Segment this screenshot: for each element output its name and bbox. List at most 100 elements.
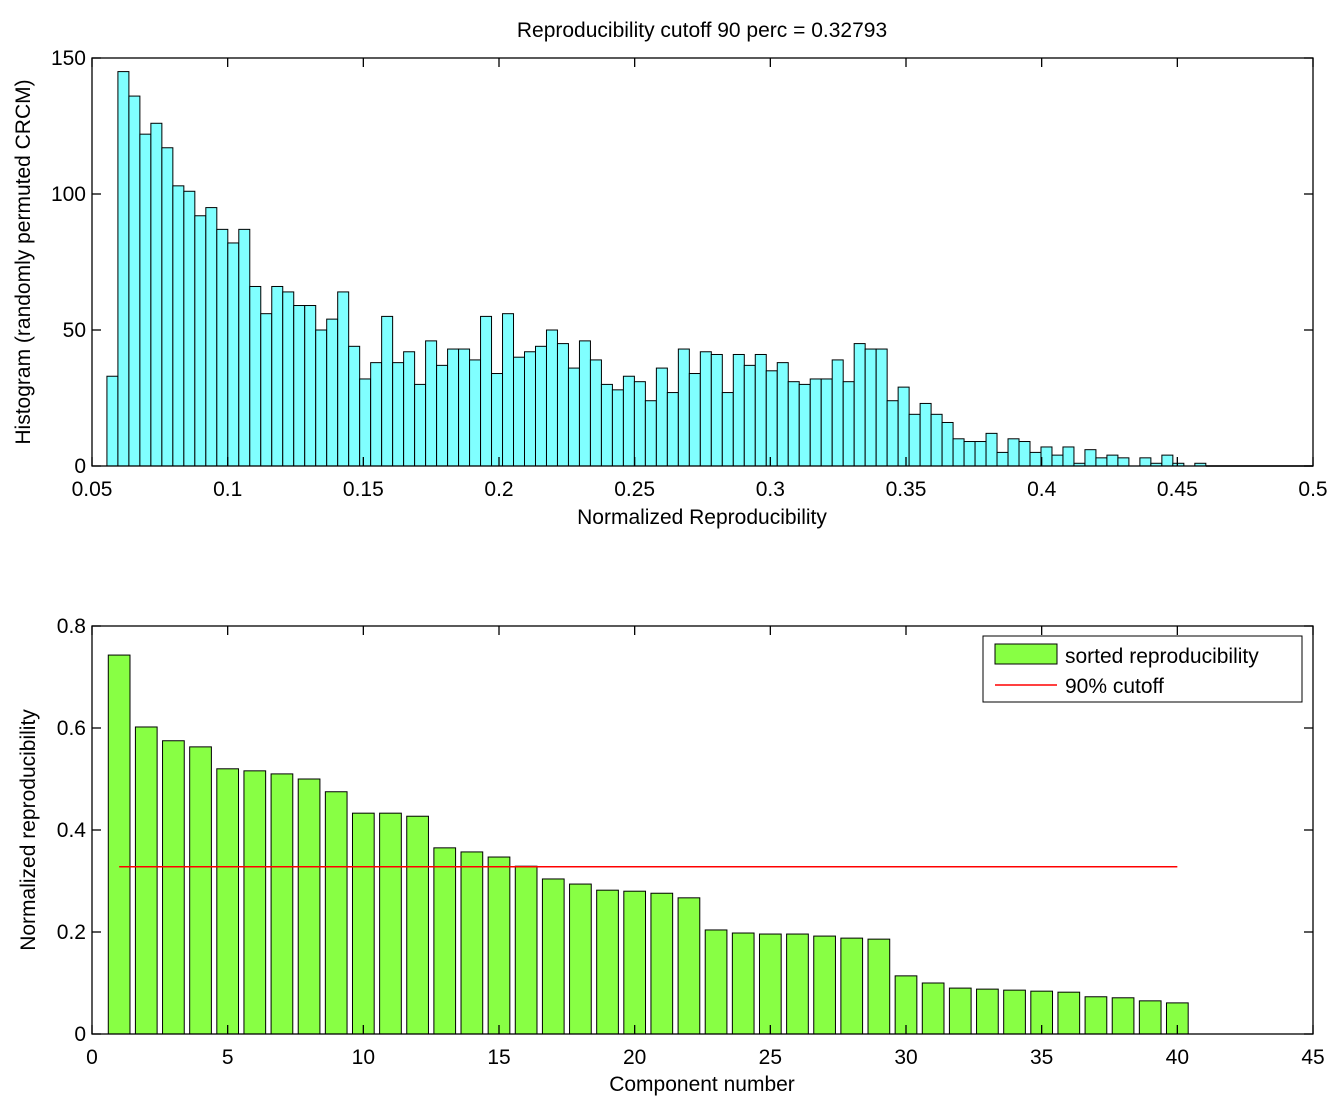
bar — [976, 988, 999, 1035]
histogram-bar — [348, 345, 361, 467]
histogram-bar — [326, 318, 339, 467]
histogram-bar — [820, 378, 833, 467]
histogram-bar — [721, 392, 734, 467]
histogram-bar — [293, 305, 306, 467]
histogram-chart: Reproducibility cutoff 90 perc = 0.32793… — [12, 19, 1328, 529]
histogram-bar — [787, 381, 800, 467]
x-tick-label: 0 — [86, 1046, 98, 1069]
histogram-bar — [238, 228, 251, 467]
bar — [569, 883, 592, 1035]
bar — [1138, 1000, 1162, 1035]
histogram-bar — [370, 362, 383, 467]
legend-label: 90% cutoff — [1065, 675, 1164, 698]
bar — [1057, 991, 1081, 1035]
y-axis-label: Histogram (randomly permuted CRCM) — [12, 79, 35, 444]
histogram-bar — [677, 348, 690, 467]
bar — [1003, 989, 1026, 1035]
histogram-bar — [798, 383, 811, 467]
bar — [134, 726, 158, 1035]
x-tick-label: 10 — [352, 1046, 375, 1069]
histogram-bar — [864, 348, 877, 467]
bar — [731, 932, 755, 1035]
x-tick-label: 0.2 — [484, 478, 513, 501]
legend-swatch-bar — [994, 643, 1058, 665]
bar — [433, 847, 457, 1035]
y-axis-label: Normalized reproducibility — [17, 709, 40, 951]
y-tick-label: 0.4 — [57, 819, 87, 842]
bar — [162, 740, 185, 1035]
histogram-bar — [732, 353, 745, 467]
bar — [406, 815, 429, 1035]
histogram-bar — [414, 383, 427, 467]
bar — [379, 812, 402, 1035]
x-tick-label: 5 — [222, 1046, 234, 1069]
bar — [514, 865, 538, 1035]
x-tick-label: 0.4 — [1027, 478, 1057, 501]
histogram-bar — [941, 421, 954, 467]
histogram-bar — [996, 451, 1009, 467]
histogram-bar — [469, 359, 482, 467]
bar — [623, 890, 647, 1035]
bar — [324, 791, 348, 1035]
histogram-bar — [644, 400, 657, 467]
x-tick-label: 0.3 — [756, 478, 785, 501]
x-axis-label: Normalized Reproducibility — [577, 506, 827, 529]
y-tick-label: 150 — [51, 47, 86, 70]
x-tick-label: 0.1 — [213, 478, 242, 501]
legend-label: sorted reproducibility — [1065, 645, 1259, 668]
bar — [921, 982, 945, 1035]
histogram-bar — [1106, 454, 1119, 467]
histogram-bar — [886, 400, 899, 467]
y-tick-label: 0 — [74, 455, 86, 478]
histogram-bar — [666, 392, 679, 467]
axes-box — [91, 57, 1314, 467]
x-tick-label: 0.35 — [886, 478, 927, 501]
histogram-bar — [249, 285, 262, 467]
bar — [650, 892, 674, 1035]
y-tick-label: 0 — [74, 1023, 86, 1046]
histogram-bar — [194, 215, 207, 467]
histogram-bar — [831, 359, 844, 467]
chart-title: Reproducibility cutoff 90 perc = 0.32793 — [517, 19, 887, 42]
bar — [1084, 996, 1108, 1035]
histogram-bar — [743, 364, 756, 467]
histogram-bar — [776, 362, 789, 467]
histogram-bar — [578, 340, 591, 467]
bar — [243, 770, 267, 1035]
histogram-bar — [216, 228, 229, 467]
histogram-bar — [710, 353, 723, 467]
y-tick-label: 0.8 — [57, 615, 86, 638]
histogram-bar — [205, 207, 218, 467]
histogram-bar — [502, 313, 515, 467]
histogram-bar — [1117, 457, 1130, 467]
bar — [270, 773, 294, 1035]
histogram-bar — [1029, 451, 1042, 467]
bar — [297, 778, 321, 1035]
x-axis-label: Component number — [609, 1073, 795, 1096]
x-tick-label: 0.05 — [72, 478, 113, 501]
histogram-bar — [534, 345, 547, 467]
histogram-bar — [513, 356, 526, 467]
bar — [107, 654, 131, 1035]
bar — [840, 937, 864, 1035]
x-tick-label: 40 — [1166, 1046, 1189, 1069]
x-tick-label: 30 — [894, 1046, 917, 1069]
histogram-bar — [271, 285, 284, 467]
histogram-bar — [842, 381, 855, 467]
histogram-bar — [227, 242, 240, 467]
bar — [867, 938, 891, 1035]
bar — [351, 812, 375, 1035]
histogram-bar — [655, 367, 668, 467]
histogram-bar — [1018, 441, 1031, 467]
histogram-bar — [128, 95, 141, 467]
histogram-bar — [304, 305, 317, 467]
histogram-bar — [897, 386, 910, 467]
x-tick-label: 0.15 — [343, 478, 384, 501]
x-tick-label: 25 — [759, 1046, 782, 1069]
histogram-bar — [161, 147, 174, 467]
legend: sorted reproducibility 90% cutoff — [982, 635, 1303, 703]
histogram-bar — [1051, 454, 1064, 467]
bar — [758, 933, 782, 1035]
histogram-bar — [150, 122, 163, 467]
bar — [541, 878, 565, 1035]
